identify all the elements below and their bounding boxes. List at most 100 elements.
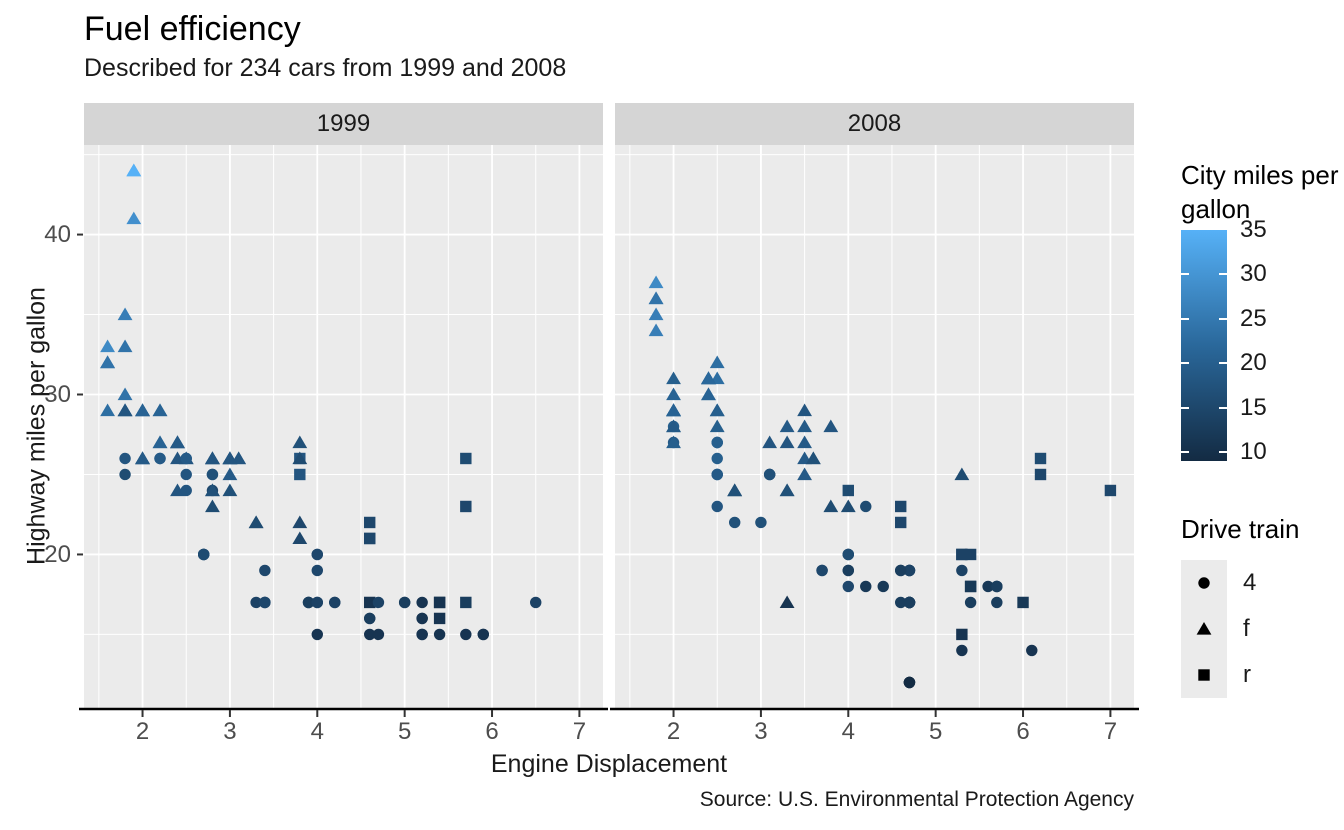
data-point bbox=[860, 580, 872, 593]
data-point bbox=[117, 387, 133, 401]
data-point bbox=[180, 452, 192, 465]
data-point bbox=[302, 596, 315, 609]
data-point bbox=[433, 612, 446, 625]
data-point bbox=[250, 596, 262, 609]
data-point bbox=[222, 483, 238, 497]
colorbar-tick bbox=[1181, 362, 1189, 365]
x-tick-label: 2 bbox=[667, 718, 680, 745]
data-point bbox=[416, 612, 428, 625]
legend-key-box bbox=[1181, 606, 1227, 652]
data-point bbox=[895, 500, 907, 513]
data-point bbox=[292, 451, 308, 465]
drivetrain-legend-title: Drive train bbox=[1181, 514, 1300, 544]
colorbar-tick bbox=[1181, 273, 1189, 276]
data-point bbox=[311, 548, 323, 561]
data-point bbox=[460, 596, 472, 609]
data-point bbox=[666, 403, 681, 417]
colorbar-tick bbox=[1181, 406, 1189, 409]
data-point bbox=[711, 500, 723, 513]
data-point bbox=[877, 580, 889, 593]
colorbar-tick bbox=[1219, 317, 1227, 320]
data-point bbox=[135, 451, 150, 465]
chart-title: Fuel efficiency bbox=[84, 10, 301, 48]
data-point bbox=[416, 596, 428, 609]
data-point bbox=[711, 468, 723, 481]
data-point bbox=[797, 419, 813, 433]
colorbar-tick bbox=[1219, 273, 1227, 276]
data-point bbox=[135, 403, 150, 417]
data-point bbox=[433, 628, 446, 641]
triangle-icon bbox=[1196, 622, 1212, 635]
data-point bbox=[982, 580, 994, 593]
x-tick-label: 5 bbox=[398, 718, 411, 745]
colorbar-tick-label: 10 bbox=[1240, 438, 1267, 466]
data-point bbox=[126, 163, 142, 177]
colorbar-tick bbox=[1181, 451, 1189, 454]
data-point bbox=[477, 628, 489, 641]
data-point bbox=[364, 596, 376, 609]
data-point bbox=[206, 468, 219, 481]
colorbar-tick-label: 30 bbox=[1240, 260, 1267, 288]
data-point bbox=[842, 580, 854, 593]
data-point bbox=[666, 435, 681, 449]
data-point bbox=[779, 419, 795, 433]
y-tick-label: 20 bbox=[44, 541, 71, 568]
data-point bbox=[222, 451, 238, 465]
data-point bbox=[117, 403, 133, 417]
data-point bbox=[460, 628, 472, 641]
data-point bbox=[823, 419, 839, 433]
data-point bbox=[991, 596, 1003, 609]
data-point bbox=[755, 516, 767, 529]
data-point bbox=[956, 628, 968, 641]
colorbar-tick-label: 15 bbox=[1240, 393, 1267, 421]
data-point bbox=[1034, 452, 1047, 465]
data-point bbox=[711, 452, 723, 465]
data-point bbox=[956, 644, 968, 657]
data-point bbox=[180, 468, 192, 481]
legend-key-label: r bbox=[1243, 661, 1251, 688]
data-point bbox=[1017, 596, 1029, 609]
legend-key-box bbox=[1181, 560, 1227, 606]
data-point bbox=[152, 403, 168, 417]
y-tick-label: 30 bbox=[44, 381, 71, 408]
data-point bbox=[180, 484, 192, 497]
data-point bbox=[816, 564, 828, 577]
data-point bbox=[762, 435, 778, 449]
data-point bbox=[198, 548, 210, 561]
data-point bbox=[170, 435, 185, 449]
data-point bbox=[991, 580, 1003, 593]
data-point bbox=[860, 500, 872, 513]
data-point bbox=[530, 596, 542, 609]
y-axis-title: Highway miles per gallon bbox=[22, 287, 51, 565]
colorbar-tick bbox=[1219, 362, 1227, 365]
data-point bbox=[701, 387, 716, 401]
data-point bbox=[895, 516, 907, 529]
data-point bbox=[648, 323, 664, 337]
data-point bbox=[117, 307, 133, 321]
x-tick-label: 7 bbox=[1104, 718, 1117, 745]
data-point bbox=[364, 612, 376, 625]
data-point bbox=[729, 516, 741, 529]
data-point bbox=[709, 355, 725, 369]
data-point bbox=[956, 548, 968, 561]
data-point bbox=[292, 531, 308, 545]
data-point bbox=[842, 484, 854, 497]
data-point bbox=[433, 596, 446, 609]
x-tick-label: 4 bbox=[311, 718, 324, 745]
data-point bbox=[701, 371, 716, 385]
data-point bbox=[292, 515, 308, 529]
caption: Source: U.S. Environmental Protection Ag… bbox=[699, 788, 1134, 811]
colorbar-tick-label: 35 bbox=[1240, 216, 1267, 243]
data-point bbox=[797, 435, 813, 449]
data-point bbox=[311, 564, 323, 577]
data-point bbox=[100, 355, 115, 369]
data-point bbox=[711, 436, 723, 449]
data-point bbox=[964, 548, 977, 561]
data-point bbox=[797, 403, 813, 417]
data-point bbox=[1104, 484, 1117, 497]
data-point bbox=[666, 371, 681, 385]
data-point bbox=[222, 467, 238, 481]
data-point bbox=[126, 211, 142, 225]
